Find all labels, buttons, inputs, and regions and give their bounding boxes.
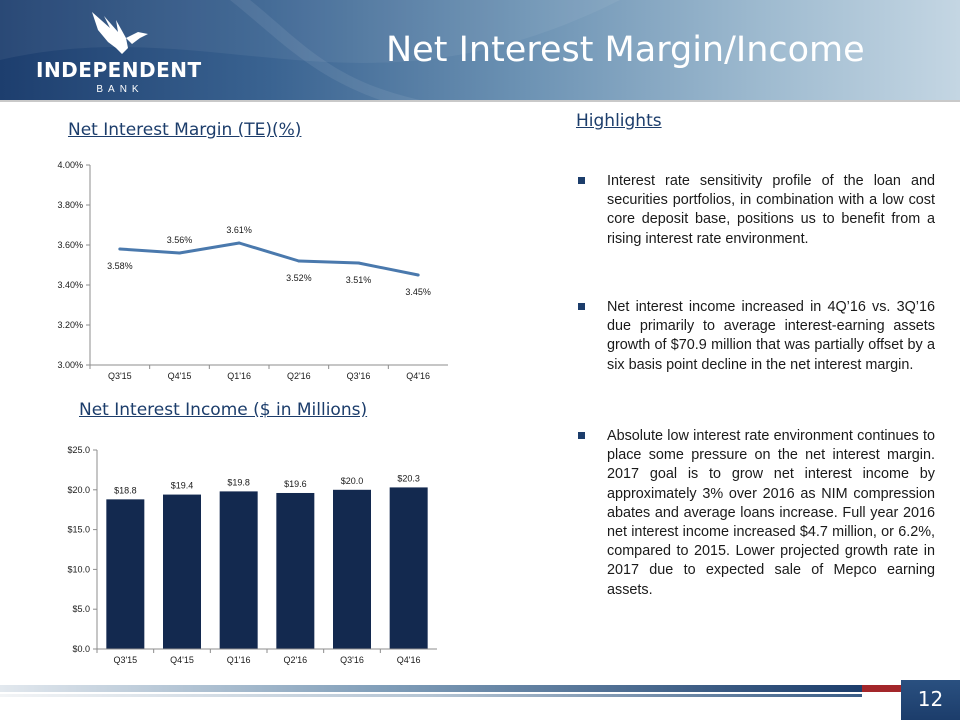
slide-title: Net Interest Margin/Income (386, 30, 865, 70)
y-tick-label: 3.60% (57, 240, 83, 250)
y-tick-label: 3.80% (57, 200, 83, 210)
highlight-bullet-text: Absolute low interest rate environment c… (607, 428, 935, 598)
x-tick-label: Q4'15 (170, 655, 194, 665)
nim-data-label: 3.45% (405, 287, 431, 297)
nii-bar (389, 487, 428, 649)
nii-data-label: $20.0 (341, 476, 364, 486)
y-tick-label: $10.0 (67, 564, 90, 574)
nim-data-label: 3.58% (107, 261, 133, 271)
square-bullet-icon (578, 177, 585, 184)
nim-data-label: 3.51% (346, 275, 372, 285)
nii-chart-title: Net Interest Income ($ in Millions) (79, 400, 368, 420)
nii-data-label: $19.8 (227, 477, 250, 487)
x-tick-label: Q2'16 (287, 371, 311, 381)
nim-line-chart: 3.00% 3.20% 3.40% 3.60% 3.80% 4.00% Q3'15 Q4'15… (57, 160, 448, 381)
nim-data-point (178, 251, 181, 255)
nim-data-label: 3.56% (167, 235, 193, 245)
y-tick-label: 3.20% (57, 320, 83, 330)
nii-bar-chart: $0.0 $5.0 $10.0 $15.0 $20.0 $25.0 $18.8 $19.4 $1… (67, 445, 437, 665)
nii-bar (106, 499, 145, 649)
nim-data-point (416, 273, 420, 277)
y-tick-label: $15.0 (67, 525, 90, 535)
independent-bank-logo: INDEPENDENT BANK (30, 8, 210, 96)
nim-data-point (118, 247, 122, 251)
page-number: 12 (901, 680, 960, 720)
x-tick-label: Q4'15 (168, 371, 192, 381)
y-tick-label: $25.0 (67, 445, 90, 455)
footer-gradient-bar (0, 685, 862, 692)
y-tick-label: 3.00% (57, 360, 83, 370)
nim-data-label: 3.52% (286, 273, 312, 283)
x-tick-label: Q1'16 (227, 371, 251, 381)
y-tick-label: $5.0 (72, 604, 90, 614)
x-tick-label: Q1'16 (227, 655, 251, 665)
nii-data-label: $19.6 (284, 479, 307, 489)
nii-bar (333, 489, 371, 649)
x-tick-label: Q3'16 (340, 655, 364, 665)
highlights-heading: Highlights (576, 111, 662, 131)
x-tick-label: Q4'16 (406, 371, 430, 381)
highlight-bullet-text: Net interest income increased in 4Q’16 v… (607, 299, 935, 373)
y-tick-label: $20.0 (67, 485, 90, 495)
nim-chart-title: Net Interest Margin (TE)(%) (68, 120, 302, 140)
nim-series-line (119, 241, 419, 277)
logo-subtitle: BANK (96, 84, 144, 95)
y-tick-label: 4.00% (57, 160, 83, 170)
nii-bar (163, 494, 201, 649)
x-tick-label: Q4'16 (397, 655, 421, 665)
x-tick-label: Q3'15 (113, 655, 137, 665)
square-bullet-icon (578, 303, 585, 310)
nim-data-point (237, 241, 241, 245)
y-tick-label: 3.40% (57, 280, 83, 290)
highlight-bullet-text: Interest rate sensitivity profile of the… (607, 173, 935, 247)
x-tick-label: Q3'15 (108, 371, 132, 381)
footer-gradient-thin-bar (0, 694, 862, 697)
nii-data-label: $20.3 (397, 473, 420, 483)
x-tick-label: Q2'16 (283, 655, 307, 665)
eagle-icon (92, 12, 148, 54)
slide-footer: 12 (0, 680, 960, 720)
nii-data-label: $19.4 (171, 481, 194, 491)
header-swoosh-decoration (0, 0, 960, 100)
nim-data-point (357, 261, 360, 265)
header-divider (0, 100, 960, 102)
square-bullet-icon (578, 432, 585, 439)
y-tick-label: $0.0 (72, 644, 90, 654)
nim-data-label: 3.61% (226, 225, 252, 235)
slide-header: INDEPENDENT BANK Net Interest Margin/Inc… (0, 0, 960, 100)
nii-data-label: $18.8 (114, 485, 137, 495)
nii-bar (219, 491, 258, 649)
logo-wordmark: INDEPENDENT (36, 58, 202, 82)
x-tick-label: Q3'16 (347, 371, 371, 381)
nii-bar (276, 492, 315, 649)
nim-data-point (297, 259, 301, 263)
